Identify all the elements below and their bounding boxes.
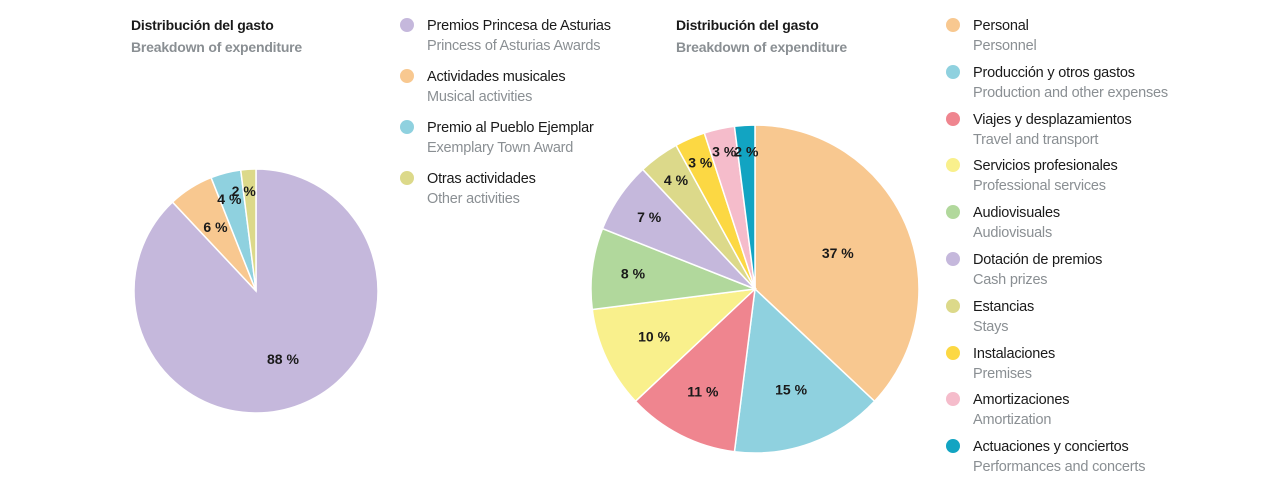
slice-value-label: 8 % bbox=[621, 266, 646, 282]
slice-value-label: 6 % bbox=[203, 219, 228, 235]
legend-label-es: Personal bbox=[973, 18, 1029, 34]
chart-2-title: Distribución del gasto bbox=[676, 17, 819, 33]
legend-label-en: Stays bbox=[973, 318, 1009, 335]
legend-label-es: Dotación de premios bbox=[973, 252, 1103, 268]
legend-label-es: Producción y otros gastos bbox=[973, 64, 1135, 81]
legend-swatch bbox=[946, 345, 960, 360]
slice-value-label: 15 % bbox=[775, 381, 807, 397]
legend-label-es: Actuaciones y conciertos bbox=[973, 439, 1129, 456]
legend-swatch bbox=[946, 392, 960, 407]
slice-value-label: 2 % bbox=[734, 144, 759, 160]
legend-label-es: Actividades musicales bbox=[427, 69, 566, 85]
legend-swatch bbox=[946, 205, 960, 220]
slice-value-label: 10 % bbox=[638, 328, 670, 344]
legend-label-en: Professional services bbox=[973, 178, 1106, 195]
legend-label-es: Amortizaciones bbox=[973, 392, 1070, 409]
legend-swatch bbox=[400, 120, 414, 134]
legend-label-es: Viajes y desplazamientos bbox=[973, 111, 1132, 128]
legend-label-en: Premises bbox=[973, 365, 1032, 382]
legend-swatch bbox=[946, 64, 960, 79]
legend-item-audiovisuals: Audiovisuales Audiovisuals bbox=[945, 203, 1060, 243]
pie-slice-production-and-other-expenses bbox=[733, 287, 876, 454]
legend-label-en: Amortization bbox=[973, 412, 1052, 429]
pie-slice-performances-and-concerts bbox=[733, 124, 756, 290]
legend-item-cash-prizes: Dotación de premios Cash prizes bbox=[945, 250, 1102, 290]
legend-label-en: Princess of Asturias Awards bbox=[427, 38, 601, 54]
slice-value-label: 3 % bbox=[688, 155, 713, 171]
legend-label-es: Instalaciones bbox=[973, 345, 1056, 362]
chart-1-title: Distribución del gasto bbox=[131, 17, 274, 33]
legend-swatch bbox=[400, 18, 414, 32]
legend-item-princess-of-asturias-awards: Premios Princesa de Asturias Princess of … bbox=[399, 16, 611, 56]
legend-swatch bbox=[400, 69, 414, 83]
legend-swatch bbox=[400, 171, 414, 185]
legend-item-performances-and-concerts: Actuaciones y conciertos Performances and… bbox=[945, 437, 1146, 477]
legend-swatch bbox=[946, 252, 960, 266]
legend-label-en: Cash prizes bbox=[973, 272, 1048, 288]
legend-label-en: Personnel bbox=[973, 38, 1037, 54]
pie-slice-other-activities bbox=[239, 168, 257, 292]
legend-label-en: Travel and transport bbox=[973, 131, 1099, 148]
chart-1-subtitle: Breakdown of expenditure bbox=[131, 39, 303, 55]
slice-value-label: 37 % bbox=[822, 245, 854, 261]
pie-slice-travel-and-transport bbox=[634, 287, 757, 453]
legend-label-es: Servicios profesionales bbox=[973, 158, 1118, 175]
legend-item-professional-services: Servicios profesionales Professional serv… bbox=[945, 156, 1118, 196]
slice-value-label: 7 % bbox=[637, 209, 662, 225]
slice-value-label: 2 % bbox=[232, 183, 257, 199]
legend-item-travel-and-transport: Viajes y desplazamientos Travel and trans… bbox=[945, 110, 1132, 150]
legend-item-amortization: Amortizaciones Amortization bbox=[945, 390, 1070, 430]
legend-item-other-activities: Otras actividades Other activities bbox=[399, 169, 536, 209]
legend-label-es: Premios Princesa de Asturias bbox=[427, 18, 611, 34]
slice-value-label: 3 % bbox=[712, 143, 737, 159]
legend-label-en: Audiovisuals bbox=[973, 225, 1053, 242]
slice-value-label: 88 % bbox=[267, 351, 299, 367]
legend-label-es: Audiovisuales bbox=[973, 205, 1060, 222]
legend-item-personnel: Personal Personnel bbox=[945, 16, 1037, 56]
legend-label-en: Other activities bbox=[427, 191, 520, 207]
legend-label-es: Premio al Pueblo Ejemplar bbox=[427, 120, 594, 136]
legend-label-en: Production and other expenses bbox=[973, 84, 1168, 101]
legend-swatch bbox=[946, 158, 960, 173]
legend-swatch bbox=[946, 111, 960, 126]
legend-swatch bbox=[946, 18, 960, 32]
legend-item-premises: Instalaciones Premises bbox=[945, 344, 1055, 384]
legend-label-en: Performances and concerts bbox=[973, 459, 1146, 476]
chart-2-subtitle: Breakdown of expenditure bbox=[676, 39, 848, 55]
legend-item-musical-activities: Actividades musicales Musical activities bbox=[399, 67, 566, 107]
legend-item-stays: Estancias Stays bbox=[945, 297, 1034, 337]
legend-label-en: Exemplary Town Award bbox=[427, 140, 574, 156]
legend-item-exemplary-town-award: Premio al Pueblo Ejemplar Exemplary Town … bbox=[399, 118, 594, 158]
slice-value-label: 11 % bbox=[687, 383, 719, 399]
legend-swatch bbox=[946, 298, 960, 313]
slice-value-label: 4 % bbox=[217, 191, 242, 207]
legend-label-es: Estancias bbox=[973, 298, 1035, 315]
pie-slice-personnel bbox=[754, 124, 920, 403]
legend-label-en: Musical activities bbox=[427, 89, 533, 105]
pie-slice-professional-services bbox=[591, 287, 758, 403]
legend-swatch bbox=[946, 439, 960, 454]
legend-label-es: Otras actividades bbox=[427, 171, 536, 187]
slice-value-label: 4 % bbox=[664, 172, 689, 188]
legend-item-production-and-other-expenses: Producción y otros gastos Production and … bbox=[945, 63, 1168, 103]
